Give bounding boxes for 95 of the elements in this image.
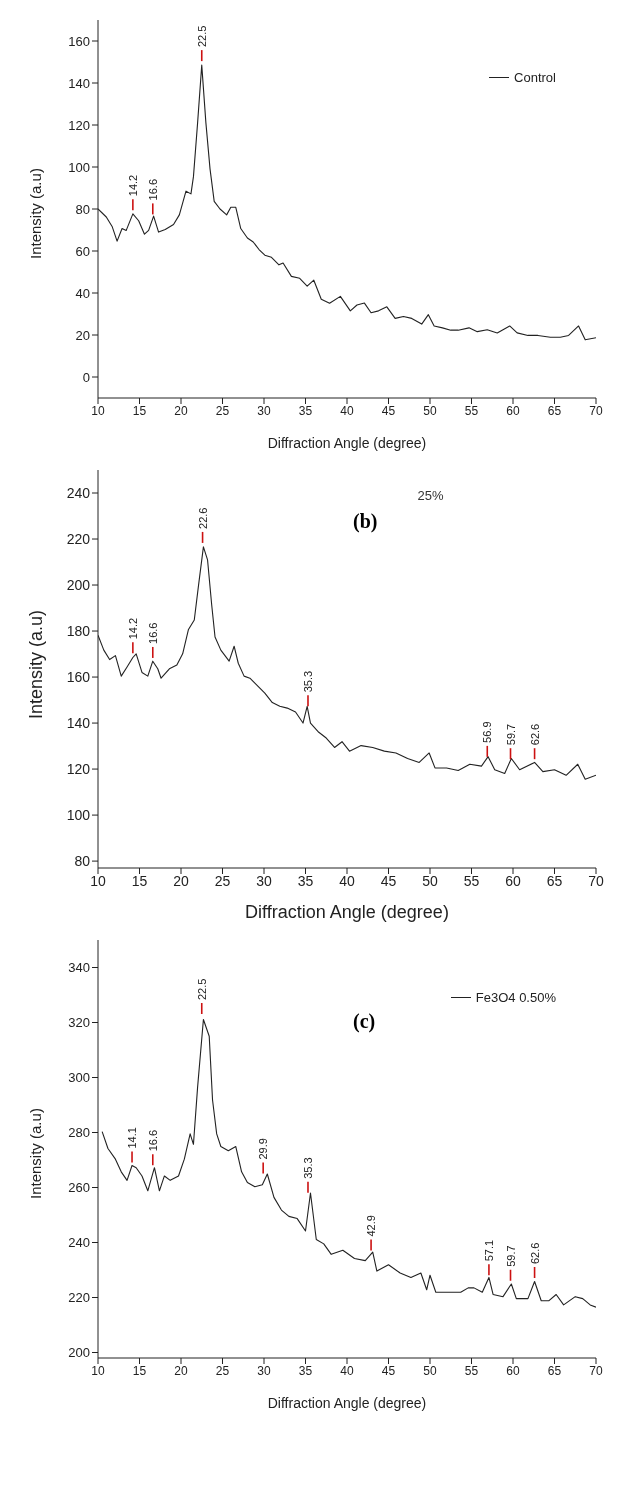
x-tick-label: 65 xyxy=(547,1363,562,1378)
legend-label: Control xyxy=(514,70,556,85)
x-tick-label: 50 xyxy=(422,872,438,889)
x-axis-title: Diffraction Angle (degree) xyxy=(267,1395,427,1411)
y-tick-label: 100 xyxy=(68,159,90,175)
y-tick-label: 340 xyxy=(68,960,90,976)
x-tick-label: 35 xyxy=(298,403,313,418)
x-tick-label: 25 xyxy=(214,872,231,889)
annotation: 59.7 xyxy=(504,723,517,746)
annotation: 56.9 xyxy=(481,721,494,743)
x-tick-label: 40 xyxy=(340,403,354,418)
y-tick-label: 200 xyxy=(68,1345,90,1361)
x-tick-label: 50 xyxy=(423,403,437,418)
y-tick-label: 300 xyxy=(68,1070,90,1086)
annotation: 16.6 xyxy=(146,178,159,201)
x-tick-label: 40 xyxy=(340,1363,354,1378)
y-tick-label: 60 xyxy=(75,243,90,259)
y-tick-label: 260 xyxy=(68,1180,90,1196)
x-tick-label: 35 xyxy=(298,1363,313,1378)
y-tick-label: 140 xyxy=(66,715,91,732)
y-tick-label: 320 xyxy=(68,1015,90,1031)
x-tick-label: 50 xyxy=(423,1363,437,1378)
annotation: 29.9 xyxy=(257,1138,270,1160)
y-tick-label: 120 xyxy=(68,117,90,133)
x-tick-label: 30 xyxy=(257,403,271,418)
y-tick-label: 280 xyxy=(68,1125,90,1141)
x-tick-label: 65 xyxy=(546,872,563,889)
y-tick-label: 0 xyxy=(82,369,90,385)
y-tick-label: 80 xyxy=(74,853,91,870)
x-tick-label: 70 xyxy=(588,872,604,889)
y-tick-label: 80 xyxy=(75,201,90,217)
x-tick-label: 35 xyxy=(297,872,314,889)
y-tick-label: 40 xyxy=(75,285,90,301)
x-tick-label: 55 xyxy=(464,403,479,418)
x-tick-label: 65 xyxy=(547,403,562,418)
x-tick-label: 55 xyxy=(464,1363,479,1378)
x-tick-label: 40 xyxy=(339,872,355,889)
y-tick-label: 220 xyxy=(66,530,91,547)
y-tick-label: 240 xyxy=(66,484,91,501)
y-tick-label: 240 xyxy=(68,1235,90,1251)
y-tick-label: 20 xyxy=(75,327,90,343)
x-tick-label: 20 xyxy=(173,872,189,889)
x-tick-label: 55 xyxy=(463,872,480,889)
y-tick-label: 160 xyxy=(66,669,91,686)
annotation: 14.2 xyxy=(126,174,139,197)
x-tick-label: 25 xyxy=(215,1363,230,1378)
y-axis-title: Intensity (a.u) xyxy=(27,1108,45,1199)
x-tick-label: 10 xyxy=(91,1363,105,1378)
y-tick-label: 100 xyxy=(66,807,91,824)
y-tick-label: 120 xyxy=(66,761,91,778)
x-tick-label: 10 xyxy=(91,403,105,418)
x-axis-title: Diffraction Angle (degree) xyxy=(245,902,449,922)
annotation: 14.2 xyxy=(126,617,139,640)
annotation: 42.9 xyxy=(365,1215,378,1237)
y-tick-label: 220 xyxy=(68,1290,90,1306)
x-tick-label: 70 xyxy=(589,403,603,418)
y-axis-title: Intensity (a.u) xyxy=(27,168,45,259)
annotation: 62.6 xyxy=(528,723,541,746)
x-tick-label: 60 xyxy=(506,403,520,418)
annotation: 25% xyxy=(417,488,444,503)
annotation: 14.1 xyxy=(126,1127,139,1149)
annotation: 59.7 xyxy=(504,1245,517,1267)
x-tick-label: 60 xyxy=(505,872,521,889)
x-tick-label: 10 xyxy=(90,872,106,889)
annotation: (b) xyxy=(353,510,378,533)
x-tick-label: 15 xyxy=(132,403,147,418)
annotation: 62.6 xyxy=(528,1242,541,1264)
x-tick-label: 15 xyxy=(131,872,148,889)
legend-label: Fe3O4 0.50% xyxy=(475,990,556,1005)
x-tick-label: 20 xyxy=(174,1363,188,1378)
annotation: 22.6 xyxy=(196,507,209,529)
y-tick-label: 140 xyxy=(68,75,90,91)
annotation: 22.5 xyxy=(195,25,208,48)
annotation: (c) xyxy=(353,1010,376,1033)
annotation: 57.1 xyxy=(482,1239,495,1262)
x-axis-title: Diffraction Angle (degree) xyxy=(267,435,427,451)
annotation: 16.6 xyxy=(146,622,159,644)
y-tick-label: 200 xyxy=(66,577,91,593)
x-tick-label: 25 xyxy=(215,403,230,418)
x-tick-label: 45 xyxy=(381,403,396,418)
annotation: 35.3 xyxy=(301,670,314,693)
x-tick-label: 20 xyxy=(174,403,188,418)
annotation: 16.6 xyxy=(146,1129,159,1152)
x-tick-label: 60 xyxy=(506,1363,520,1378)
annotation: 22.5 xyxy=(195,978,208,1000)
x-tick-label: 45 xyxy=(381,1363,396,1378)
x-tick-label: 30 xyxy=(257,1363,271,1378)
x-tick-label: 15 xyxy=(132,1363,147,1378)
annotation: 35.3 xyxy=(301,1157,314,1179)
y-tick-label: 160 xyxy=(68,33,90,49)
y-axis-title: Intensity (a.u) xyxy=(26,609,47,719)
y-tick-label: 180 xyxy=(66,623,91,640)
x-tick-label: 30 xyxy=(256,872,272,889)
x-tick-label: 70 xyxy=(589,1363,603,1378)
x-tick-label: 45 xyxy=(380,872,397,889)
